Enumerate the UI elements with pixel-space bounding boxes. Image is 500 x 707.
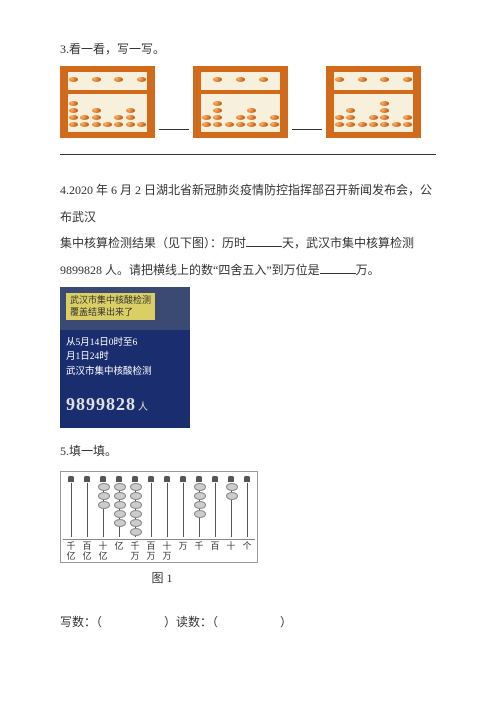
rod [143, 476, 159, 537]
abacus-1 [60, 66, 155, 138]
place-label: 十 [223, 540, 239, 562]
figure-caption: 图 1 [60, 565, 264, 591]
place-label: 千 [191, 540, 207, 562]
rod [79, 476, 95, 537]
blank-3 [60, 144, 436, 155]
place-label: 亿 [111, 540, 127, 562]
q4-line3: 9899828 人。请把横线上的数“四舍五入”到万位是 万。 [60, 257, 440, 283]
photo-line2: 月1日24时 [66, 350, 184, 364]
blank-1 [159, 119, 189, 130]
photo-unit: 人 [138, 402, 149, 413]
place-label: 百万 [143, 540, 159, 562]
write-label: 写数：（ [60, 615, 102, 629]
blank-days [246, 234, 282, 247]
abacus-2 [193, 66, 288, 138]
rod [223, 476, 239, 537]
q3-abacus-row [60, 66, 440, 138]
q4-text-c: 天，武汉市集中核算检测 [282, 236, 414, 250]
place-label: 万 [175, 540, 191, 562]
rod [175, 476, 191, 537]
blank-wan [320, 261, 356, 274]
rod [239, 476, 255, 537]
photo-number: 9899828 [66, 394, 136, 414]
place-label: 十万 [159, 540, 175, 562]
q4-text-d: 9899828 人。请把横线上的数“四舍五入”到万位是 [60, 263, 320, 277]
rod [127, 476, 143, 537]
rod [95, 476, 111, 537]
q4-line1: 4.2020 年 6 月 2 日湖北省新冠肺炎疫情防控指挥部召开新闻发布会，公布… [60, 177, 440, 230]
counter-figure: 千亿百亿十亿亿千万百万十万万千百十个 图 1 [60, 471, 440, 591]
rod [63, 476, 79, 537]
rod [111, 476, 127, 537]
q5-title: 5.填一填。 [60, 438, 440, 464]
read-label: ）读数：（ [164, 615, 218, 629]
q4-text-e: 万。 [356, 263, 380, 277]
q3-title: 3.看一看，写一写。 [60, 36, 440, 62]
rod [159, 476, 175, 537]
place-label: 百 [207, 540, 223, 562]
photo-line3: 武汉市集中核酸检测 [66, 365, 184, 379]
photo-yellow1: 武汉市集中核酸检测 [70, 295, 151, 307]
q4-text-b: 集中核算检测结果（见下图）：历时 [60, 236, 246, 250]
photo-yellow2: 覆盖结果出来了 [70, 307, 151, 319]
end-paren: ） [280, 615, 292, 629]
place-label: 个 [239, 540, 255, 562]
photo-line1: 从5月14日0时至6 [66, 336, 184, 350]
q5-answers: 写数：（ ）读数：（ ） [60, 609, 440, 635]
news-photo: 武汉市集中核酸检测 覆盖结果出来了 从5月14日0时至6 月1日24时 武汉市集… [60, 287, 190, 428]
rod [191, 476, 207, 537]
q4-line2: 集中核算检测结果（见下图）：历时 天，武汉市集中核算检测 [60, 230, 440, 256]
place-label: 千万 [127, 540, 143, 562]
abacus-3 [326, 66, 421, 138]
place-label: 千亿 [63, 540, 79, 562]
place-label: 十亿 [95, 540, 111, 562]
blank-2 [292, 119, 322, 130]
rod [207, 476, 223, 537]
place-label: 百亿 [79, 540, 95, 562]
